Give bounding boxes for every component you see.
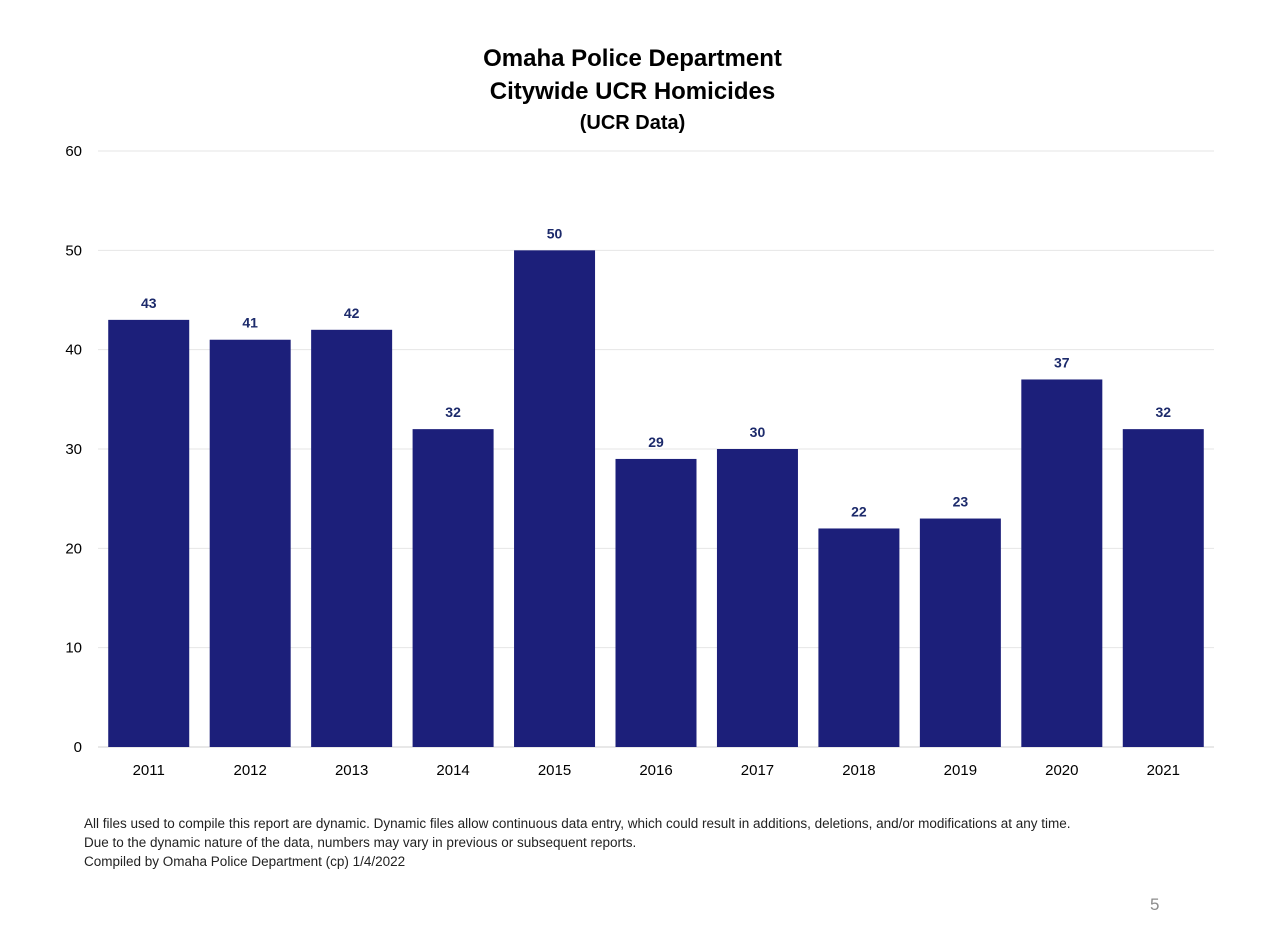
x-tick-label: 2012 bbox=[233, 762, 266, 779]
chart-title-line-2: Citywide UCR Homicides bbox=[489, 78, 776, 105]
data-label: 29 bbox=[648, 434, 664, 450]
bar bbox=[108, 319, 190, 747]
bar bbox=[209, 339, 291, 747]
bar bbox=[1021, 379, 1103, 747]
data-label: 22 bbox=[851, 503, 867, 519]
y-tick-label: 30 bbox=[65, 441, 82, 458]
footnote-line-2: Due to the dynamic nature of the data, n… bbox=[84, 835, 637, 850]
data-label: 41 bbox=[242, 315, 258, 331]
x-tick-label: 2011 bbox=[133, 762, 165, 779]
bar bbox=[412, 429, 494, 747]
x-tick-label: 2018 bbox=[842, 762, 875, 779]
bar bbox=[716, 449, 798, 747]
data-label: 50 bbox=[547, 225, 563, 241]
bar bbox=[919, 518, 1001, 747]
bar bbox=[1122, 429, 1204, 747]
bar bbox=[615, 458, 697, 747]
data-label: 32 bbox=[445, 404, 461, 420]
y-tick-label: 50 bbox=[65, 242, 82, 259]
data-label: 30 bbox=[750, 424, 766, 440]
page-number: 5 bbox=[1150, 895, 1160, 914]
data-labels: 43 41 42 32 50 29 30 22 23 37 32 bbox=[141, 225, 1171, 519]
x-tick-label: 2017 bbox=[741, 762, 774, 779]
x-axis-tick-labels: 2011 2012 2013 2014 2015 2016 2017 2018 2019 2020… bbox=[133, 762, 1180, 779]
bar bbox=[514, 250, 596, 748]
y-tick-label: 40 bbox=[65, 342, 82, 359]
chart-title-line-1: Omaha Police Department bbox=[483, 45, 782, 72]
bar bbox=[818, 528, 900, 747]
footnote: All files used to compile this report ar… bbox=[84, 814, 1204, 871]
x-tick-label: 2013 bbox=[335, 762, 368, 779]
footnote-line-3: Compiled by Omaha Police Department (cp)… bbox=[84, 854, 406, 869]
x-tick-label: 2020 bbox=[1045, 762, 1078, 779]
x-tick-label: 2014 bbox=[436, 762, 469, 779]
x-tick-label: 2019 bbox=[944, 762, 977, 779]
y-tick-label: 0 bbox=[74, 739, 82, 756]
footnote-line-1: All files used to compile this report ar… bbox=[84, 816, 1071, 831]
data-label: 43 bbox=[141, 295, 157, 311]
data-label: 42 bbox=[344, 305, 360, 321]
x-tick-label: 2015 bbox=[538, 762, 571, 779]
y-tick-label: 20 bbox=[65, 540, 82, 557]
y-tick-label: 10 bbox=[65, 640, 82, 657]
chart-title-line-3: (UCR Data) bbox=[579, 112, 686, 134]
y-axis-tick-labels: 0 10 20 30 40 50 60 bbox=[65, 143, 82, 756]
y-tick-label: 60 bbox=[65, 143, 82, 160]
data-label: 23 bbox=[953, 494, 969, 510]
x-tick-label: 2016 bbox=[639, 762, 672, 779]
data-label: 37 bbox=[1054, 354, 1070, 370]
bar-chart: 0 10 20 30 40 50 60 43 41 42 32 50 29 30 22 23 37 32 201… bbox=[65, 143, 1214, 779]
x-tick-label: 2021 bbox=[1147, 762, 1180, 779]
bar bbox=[311, 329, 393, 747]
bars bbox=[108, 250, 1204, 748]
chart-title: Omaha Police Department Citywide UCR Hom… bbox=[0, 42, 1265, 138]
data-label: 32 bbox=[1155, 404, 1171, 420]
